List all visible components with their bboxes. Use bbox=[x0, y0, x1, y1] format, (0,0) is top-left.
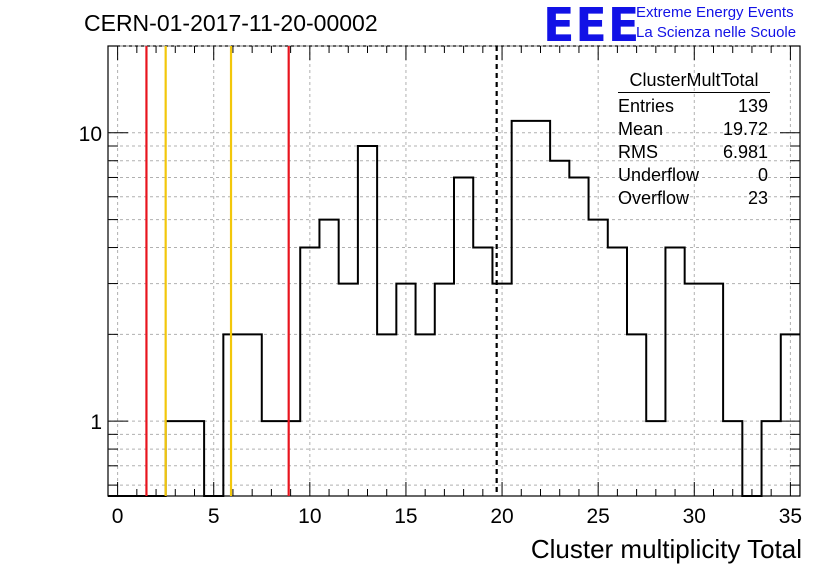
x-tick-label: 25 bbox=[586, 505, 609, 528]
x-tick-label: 10 bbox=[298, 505, 321, 528]
stats-label: Entries bbox=[618, 96, 675, 116]
eee-logo-line2: La Scienza nelle Scuole bbox=[636, 24, 797, 41]
y-tick-label: 1 bbox=[90, 411, 102, 434]
stats-value: 139 bbox=[737, 96, 768, 116]
stats-row-overflow: Overflow 23 bbox=[614, 187, 774, 210]
stats-value: 23 bbox=[747, 188, 768, 208]
stats-row-underflow: Underflow 0 bbox=[614, 164, 774, 187]
run-title: CERN-01-2017-11-20-00002 bbox=[84, 10, 378, 36]
plot-frame bbox=[107, 45, 801, 497]
x-tick-label: 5 bbox=[208, 505, 220, 528]
stats-label: Underflow bbox=[618, 165, 700, 185]
x-tick-label: 15 bbox=[394, 505, 417, 528]
stats-box: ClusterMultTotal Entries 139 Mean 19.72 RM… bbox=[614, 70, 774, 210]
x-tick-label: 30 bbox=[683, 505, 706, 528]
stats-row-entries: Entries 139 bbox=[614, 95, 774, 118]
stats-value: 19.72 bbox=[722, 119, 768, 139]
y-tick-label: 10 bbox=[79, 123, 102, 146]
histogram-line bbox=[108, 119, 800, 497]
stats-label: Overflow bbox=[618, 188, 690, 208]
stats-value: 6.981 bbox=[722, 142, 768, 162]
stats-label: RMS bbox=[618, 142, 658, 162]
stats-row-mean: Mean 19.72 bbox=[614, 118, 774, 141]
eee-logo-line1: Extreme Energy Events bbox=[636, 4, 794, 21]
stats-value: 0 bbox=[757, 165, 768, 185]
x-tick-label: 35 bbox=[779, 505, 802, 528]
x-tick-label: 20 bbox=[490, 505, 513, 528]
stats-title: ClusterMultTotal bbox=[618, 70, 770, 93]
x-axis-label: Cluster multiplicity Total bbox=[530, 534, 802, 564]
x-tick-label: 0 bbox=[112, 505, 124, 528]
eee-logo: EEE bbox=[543, 0, 641, 52]
stats-label: Mean bbox=[618, 119, 664, 139]
stats-row-rms: RMS 6.981 bbox=[614, 141, 774, 164]
